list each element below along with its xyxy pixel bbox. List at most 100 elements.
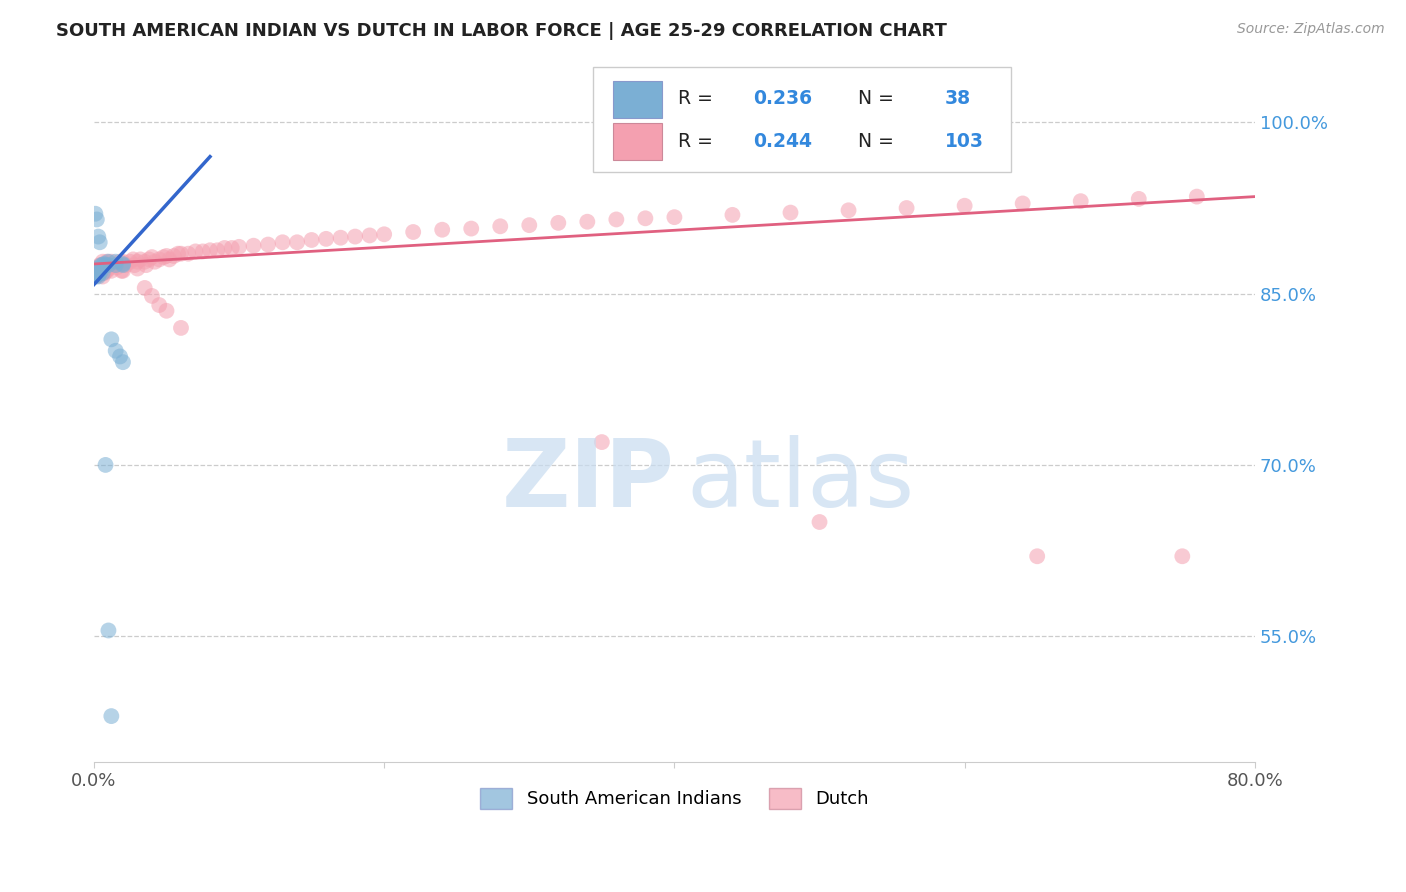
Point (152, 250, 174, 264)
Text: Source: ZipAtlas.com: Source: ZipAtlas.com (1237, 22, 1385, 37)
Point (214, 241, 236, 255)
Point (207, 244, 229, 258)
Point (104, 258, 127, 272)
Point (94, 458, 117, 472)
Point (1185, 189, 1208, 203)
Point (91, 266, 114, 280)
Point (89, 264, 111, 278)
Point (90, 258, 112, 272)
Point (83, 264, 105, 278)
Point (84, 261, 107, 276)
Text: 0.236: 0.236 (754, 88, 813, 108)
Point (86, 266, 108, 280)
Point (89, 264, 111, 278)
Point (191, 244, 214, 259)
Point (104, 343, 127, 358)
Point (105, 260, 128, 275)
Point (329, 230, 352, 244)
Point (141, 289, 163, 303)
Point (89, 266, 111, 280)
Point (86, 264, 108, 278)
Point (93, 266, 115, 280)
Point (87, 268, 110, 283)
Point (97, 254, 120, 268)
Point (111, 254, 134, 268)
Point (120, 254, 142, 268)
Point (547, 216, 569, 230)
Point (84, 264, 107, 278)
Point (1070, 194, 1092, 209)
Point (87, 266, 110, 280)
Text: ZIP: ZIP (502, 435, 675, 527)
Point (808, 515, 831, 529)
Point (127, 261, 149, 276)
Point (83, 261, 105, 276)
Bar (613, 81, 662, 118)
Text: 103: 103 (945, 132, 984, 152)
Point (157, 252, 180, 267)
Point (84, 268, 107, 283)
Point (94, 258, 117, 272)
Point (111, 257, 134, 271)
Point (257, 237, 280, 252)
Point (86, 212, 108, 227)
Point (84, 261, 107, 276)
Point (143, 254, 166, 268)
Point (86, 264, 108, 278)
Point (83, 266, 105, 280)
Point (148, 252, 170, 267)
Point (138, 252, 160, 267)
Point (97, 261, 120, 276)
Point (170, 321, 193, 335)
Point (1171, 549, 1194, 564)
Point (84, 207, 107, 221)
Point (953, 199, 976, 213)
Text: R =: R = (678, 132, 718, 152)
Point (90, 264, 112, 278)
Point (148, 298, 170, 312)
Point (301, 233, 323, 247)
Point (1128, 192, 1150, 206)
Point (122, 252, 145, 267)
Point (86, 264, 108, 278)
Point (134, 254, 156, 268)
Point (83, 264, 105, 278)
Point (96, 254, 118, 268)
Text: atlas: atlas (686, 435, 914, 527)
Point (576, 215, 599, 229)
Point (115, 258, 138, 272)
Point (87, 266, 110, 280)
Point (163, 249, 186, 263)
Point (84, 264, 107, 278)
Point (111, 258, 134, 272)
Point (271, 235, 294, 250)
Point (89, 258, 111, 272)
Point (108, 254, 131, 268)
Point (90, 264, 112, 278)
Point (359, 228, 381, 243)
Point (184, 244, 207, 259)
Point (634, 211, 657, 226)
Point (127, 254, 149, 268)
Text: 38: 38 (945, 88, 972, 108)
Point (124, 258, 146, 272)
Point (90, 258, 112, 272)
Point (87, 264, 110, 278)
Point (221, 241, 243, 255)
Point (83, 266, 105, 280)
Point (93, 257, 115, 271)
Point (97, 624, 120, 638)
Point (605, 212, 627, 227)
Point (460, 221, 482, 235)
Text: R =: R = (678, 88, 718, 108)
Point (177, 246, 200, 260)
Point (242, 238, 264, 252)
Point (97, 258, 120, 272)
Point (100, 332, 122, 346)
Point (94, 258, 117, 272)
Point (87, 261, 110, 276)
Point (110, 264, 132, 278)
Point (198, 244, 221, 258)
Point (373, 227, 395, 242)
Point (228, 240, 250, 254)
